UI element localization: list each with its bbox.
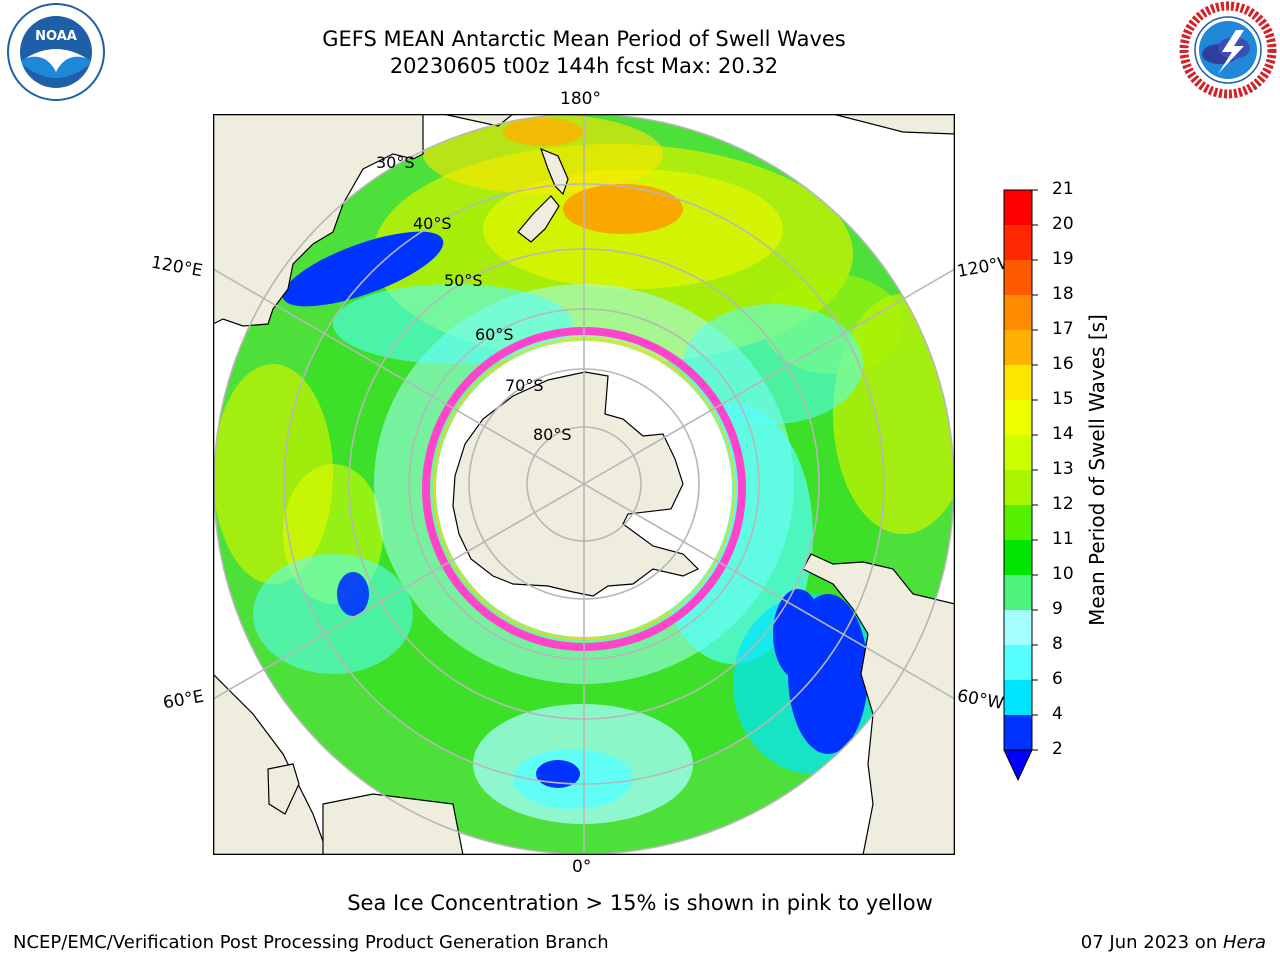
colorbar-tick-label: 18	[1052, 284, 1074, 304]
colorbar-tick-label: 16	[1052, 354, 1074, 374]
polar-map	[213, 114, 955, 855]
colorbar-segment	[1004, 610, 1032, 645]
colorbar-tick-label: 20	[1052, 214, 1074, 234]
colorbar-extend-arrow	[1003, 749, 1033, 782]
colorbar-segment	[1004, 505, 1032, 540]
lat-label-70s: 70°S	[505, 376, 544, 395]
colorbar-tick-label: 4	[1052, 704, 1063, 724]
colorbar-segment	[1004, 435, 1032, 470]
svg-text:NOAA: NOAA	[35, 29, 77, 44]
colorbar-tick-label: 15	[1052, 389, 1074, 409]
land-masses	[213, 114, 955, 855]
colorbar-tick-label: 13	[1052, 459, 1074, 479]
colorbar-tick-label: 9	[1052, 599, 1063, 619]
colorbar	[1003, 189, 1038, 782]
footer-host: Hera	[1222, 932, 1266, 953]
colorbar-segment	[1004, 715, 1032, 750]
colorbar-tick-label: 14	[1052, 424, 1074, 444]
sea-ice-note: Sea Ice Concentration > 15% is shown in …	[347, 891, 933, 915]
colorbar-segment	[1004, 470, 1032, 505]
colorbar-tick-label: 12	[1052, 494, 1074, 514]
lon-label-120e: 120°E	[149, 252, 205, 282]
colorbar-tick-label: 2	[1052, 739, 1063, 759]
lat-label-60s: 60°S	[475, 325, 514, 344]
colorbar-tick-label: 8	[1052, 634, 1063, 654]
colorbar-segment	[1004, 190, 1032, 225]
svg-text:★: ★	[1198, 85, 1203, 92]
colorbar-segment	[1004, 330, 1032, 365]
colorbar-segment	[1004, 645, 1032, 680]
lat-label-40s: 40°S	[413, 214, 452, 233]
colorbar-tick-label: 6	[1052, 669, 1063, 689]
lat-label-30s: 30°S	[376, 153, 415, 172]
colorbar-segment	[1004, 400, 1032, 435]
colorbar-segment	[1004, 295, 1032, 330]
colorbar-segment	[1004, 260, 1032, 295]
colorbar-tick-label: 21	[1052, 179, 1074, 199]
footer-date: 07 Jun 2023 on Hera	[1081, 932, 1266, 953]
footer-credit: NCEP/EMC/Verification Post Processing Pr…	[13, 932, 609, 953]
colorbar-tick-label: 11	[1052, 529, 1074, 549]
map-title: GEFS MEAN Antarctic Mean Period of Swell…	[322, 27, 846, 51]
colorbar-tick-label: 10	[1052, 564, 1074, 584]
lat-label-80s: 80°S	[533, 425, 572, 444]
lon-label-60e: 60°E	[161, 686, 206, 714]
nws-logo-icon: ★ ★	[1179, 1, 1277, 99]
map-subtitle: 20230605 t00z 144h fcst Max: 20.32	[389, 54, 779, 78]
colorbar-tick-label: 17	[1052, 319, 1074, 339]
colorbar-segment	[1004, 575, 1032, 610]
colorbar-label: Mean Period of Swell Waves [s]	[1085, 314, 1109, 626]
noaa-logo-icon: NOAA	[7, 3, 105, 101]
colorbar-segment	[1004, 225, 1032, 260]
lon-label-180: 180°	[560, 89, 601, 109]
svg-text:★: ★	[1252, 85, 1257, 92]
colorbar-segment	[1004, 680, 1032, 715]
footer-date-text: 07 Jun 2023 on	[1080, 932, 1223, 953]
lat-label-50s: 50°S	[444, 271, 483, 290]
colorbar-segment	[1004, 540, 1032, 575]
lon-label-0: 0°	[572, 857, 592, 877]
colorbar-tick-label: 19	[1052, 249, 1074, 269]
colorbar-segment	[1004, 365, 1032, 400]
